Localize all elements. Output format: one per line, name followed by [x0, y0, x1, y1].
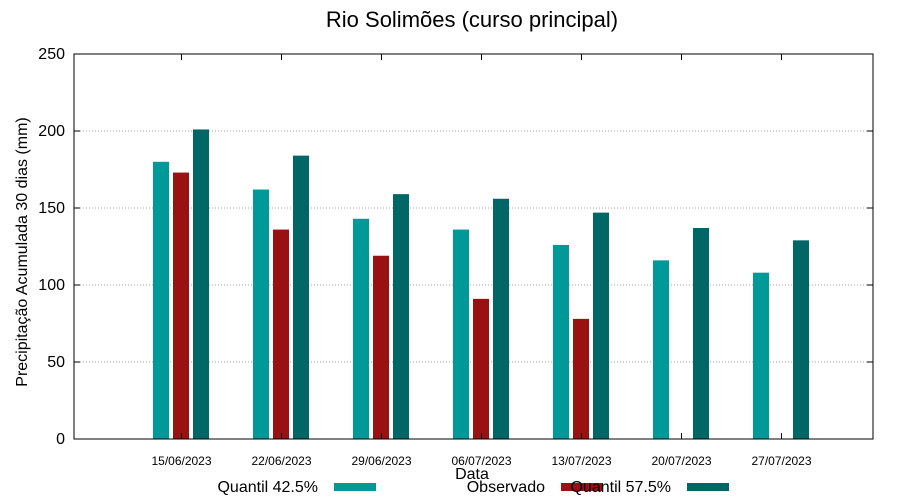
x-tick-label: 13/07/2023 [551, 454, 611, 468]
y-tick-label: 200 [38, 123, 65, 140]
bar [693, 228, 709, 439]
legend: Quantil 42.5% Observado Quantil 57.5% [217, 479, 729, 496]
bar [153, 161, 169, 440]
x-tick-label: 15/06/2023 [151, 454, 211, 468]
y-tick-label: 100 [38, 277, 65, 294]
legend-swatch [687, 483, 729, 491]
legend-swatch [334, 483, 376, 491]
y-axis-label: Precipitação Acumulada 30 dias (mm) [14, 117, 31, 386]
bar [273, 229, 289, 439]
x-tick-label: 22/06/2023 [251, 454, 311, 468]
y-tick-label: 150 [38, 200, 65, 217]
y-ticks: 0 50 100 150 200 250 [38, 46, 873, 448]
bar [253, 189, 269, 439]
bar [173, 172, 189, 439]
bar [573, 318, 589, 439]
y-tick-label: 50 [47, 354, 65, 371]
bar [793, 240, 809, 439]
bars-layer [153, 129, 809, 440]
bar [353, 218, 369, 439]
plot-frame [73, 53, 874, 440]
bar [373, 255, 389, 439]
bar [473, 298, 489, 439]
bar [293, 155, 309, 439]
legend-swatch [561, 483, 603, 491]
bar [453, 229, 469, 439]
legend-label: Observado [467, 479, 545, 496]
bar [593, 212, 609, 439]
chart-title: Rio Solimões (curso principal) [326, 7, 618, 32]
x-tick-label: 06/07/2023 [451, 454, 511, 468]
bar [493, 198, 509, 439]
x-tick-label: 20/07/2023 [651, 454, 711, 468]
bar [553, 244, 569, 439]
bar [393, 194, 409, 439]
bar [193, 129, 209, 439]
x-ticks: 15/06/2023 22/06/2023 29/06/2023 06/07/2023… [151, 54, 812, 468]
x-tick-label: 29/06/2023 [351, 454, 411, 468]
bar [653, 260, 669, 439]
bar [753, 272, 769, 439]
legend-label: Quantil 57.5% [570, 479, 671, 496]
x-axis-label: Data [455, 466, 489, 483]
x-tick-label: 27/07/2023 [751, 454, 811, 468]
y-tick-label: 0 [56, 431, 65, 448]
legend-label: Quantil 42.5% [217, 479, 318, 496]
y-tick-label: 250 [38, 46, 65, 63]
